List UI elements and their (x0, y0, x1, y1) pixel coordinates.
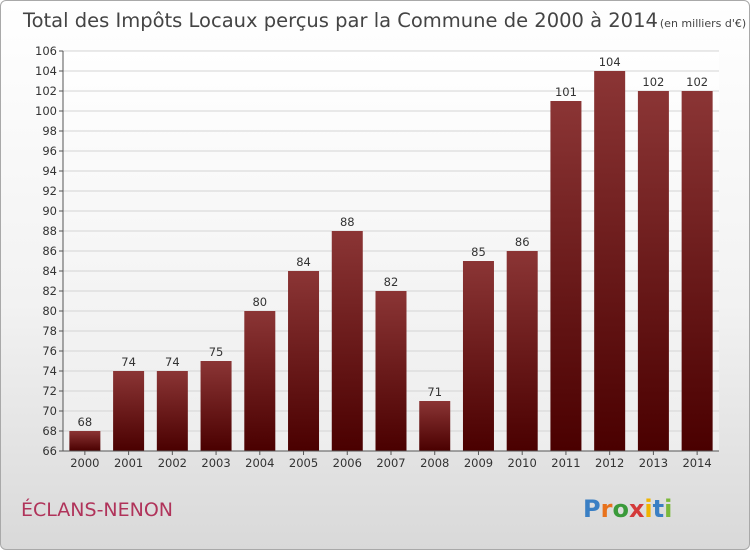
bar-value-label: 86 (515, 235, 530, 249)
proxiti-logo: Proxiti (583, 495, 672, 523)
x-tick-label: 2003 (201, 456, 230, 470)
logo-letter: t (653, 495, 664, 523)
y-axis-ticks: 66 68 70 72 74 76 78 80 82 84 86 88 90 92 94 96 98 100 102… (35, 44, 63, 458)
x-tick-label: 2005 (289, 456, 318, 470)
bar-value-label: 82 (384, 275, 399, 289)
bar (200, 361, 232, 451)
y-tick-label: 78 (42, 324, 57, 338)
y-tick-label: 66 (42, 444, 57, 458)
bar (419, 401, 451, 451)
bar (375, 291, 407, 451)
bar (462, 261, 494, 451)
bar (681, 91, 713, 451)
x-tick-label: 2007 (376, 456, 405, 470)
y-tick-label: 84 (42, 264, 57, 278)
y-tick-label: 82 (42, 284, 57, 298)
bar (506, 251, 538, 451)
y-tick-label: 88 (42, 224, 57, 238)
bar (637, 91, 669, 451)
logo-letter: i (664, 495, 672, 523)
y-tick-label: 90 (42, 204, 57, 218)
bar-value-label: 75 (209, 345, 224, 359)
bars (69, 71, 713, 451)
logo-letter: x (629, 495, 645, 523)
bar-value-label: 104 (599, 55, 621, 69)
y-tick-label: 96 (42, 144, 57, 158)
x-tick-label: 2006 (333, 456, 362, 470)
y-tick-label: 76 (42, 344, 57, 358)
y-tick-label: 86 (42, 244, 57, 258)
y-tick-label: 68 (42, 424, 57, 438)
y-tick-label: 100 (35, 104, 57, 118)
bar-value-label: 102 (642, 75, 664, 89)
bar (288, 271, 320, 451)
y-tick-label: 80 (42, 304, 57, 318)
y-tick-label: 70 (42, 404, 57, 418)
bar-value-label: 74 (121, 355, 136, 369)
x-tick-label: 2004 (245, 456, 274, 470)
bar-value-label: 80 (252, 295, 267, 309)
x-tick-label: 2002 (158, 456, 187, 470)
y-tick-label: 106 (35, 44, 57, 58)
x-tick-label: 2000 (70, 456, 99, 470)
x-tick-label: 2011 (551, 456, 580, 470)
y-tick-label: 94 (42, 164, 57, 178)
logo-letter: o (612, 495, 629, 523)
bar (113, 371, 145, 451)
bar (156, 371, 188, 451)
y-tick-label: 72 (42, 384, 57, 398)
bar (550, 101, 582, 451)
x-tick-label: 2009 (464, 456, 493, 470)
bar-value-label: 85 (471, 245, 486, 259)
bar-value-label: 68 (78, 415, 93, 429)
bar (331, 231, 363, 451)
x-tick-label: 2012 (595, 456, 624, 470)
bar-value-labels: 68 74 74 75 80 84 88 82 71 85 86 101 104 102 102 (78, 55, 709, 429)
bar-value-label: 71 (427, 385, 442, 399)
x-tick-label: 2010 (508, 456, 537, 470)
y-tick-label: 104 (35, 64, 57, 78)
x-axis-ticks: 2000 2001 2002 2003 2004 2005 2006 2007 2008 2009… (70, 451, 712, 470)
bar (244, 311, 276, 451)
x-tick-label: 2008 (420, 456, 449, 470)
bar (594, 71, 626, 451)
logo-letter: i (644, 495, 652, 523)
bar (69, 431, 101, 451)
x-tick-label: 2001 (114, 456, 143, 470)
x-tick-label: 2013 (639, 456, 668, 470)
chart-title: Total des Impôts Locaux perçus par la Co… (22, 9, 746, 32)
bar-value-label: 74 (165, 355, 180, 369)
y-tick-label: 74 (42, 364, 57, 378)
y-tick-label: 92 (42, 184, 57, 198)
bar-value-label: 84 (296, 255, 311, 269)
logo-letter: P (583, 495, 601, 523)
bar-value-label: 101 (555, 85, 577, 99)
commune-name: ÉCLANS-NENON (21, 498, 173, 521)
x-tick-label: 2014 (682, 456, 711, 470)
bar-value-label: 88 (340, 215, 355, 229)
y-tick-label: 98 (42, 124, 57, 138)
y-tick-label: 102 (35, 84, 57, 98)
bar-value-label: 102 (686, 75, 708, 89)
logo-letter: r (601, 495, 613, 523)
